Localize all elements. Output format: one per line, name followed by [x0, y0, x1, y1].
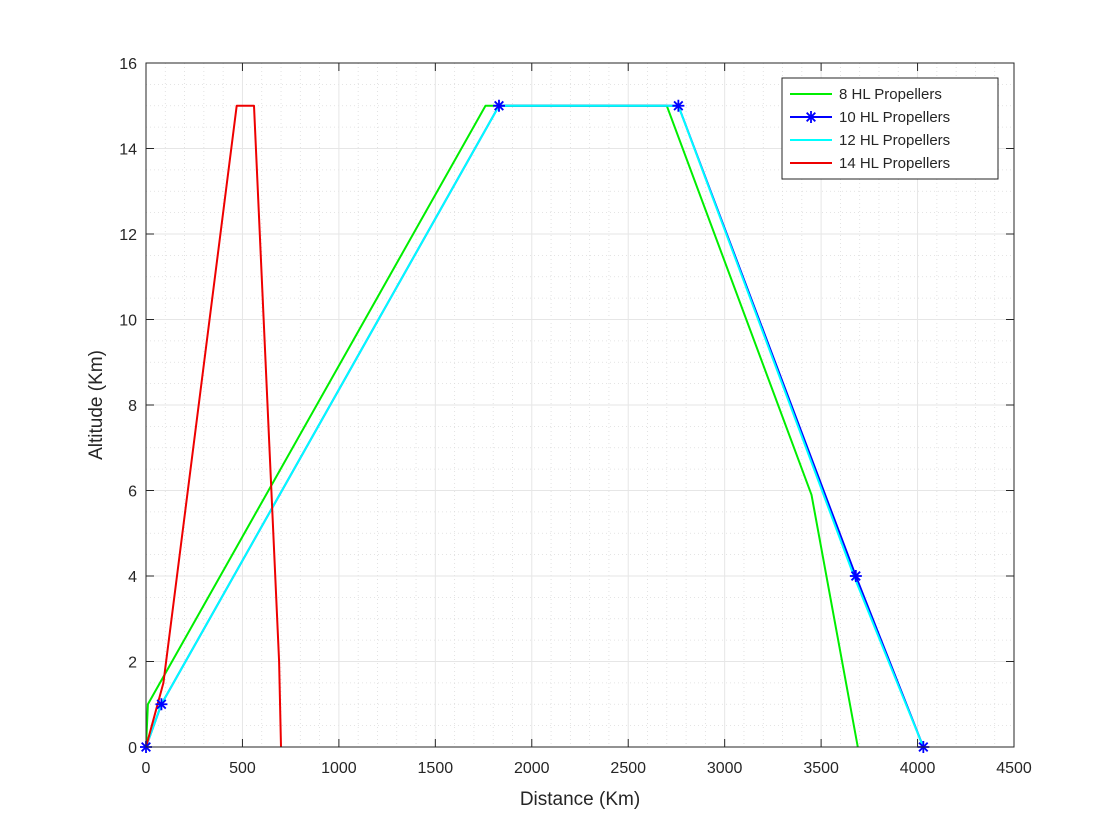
- x-tick-label: 1500: [418, 760, 454, 777]
- legend-item-12-hl: 12 HL Propellers: [790, 132, 950, 149]
- legend-item-8-hl: 8 HL Propellers: [790, 86, 942, 103]
- legend-item-14-hl: 14 HL Propellers: [790, 155, 950, 172]
- legend-label: 12 HL Propellers: [839, 132, 950, 149]
- series-layer: [140, 99, 930, 753]
- asterisk-marker: [492, 99, 505, 112]
- x-tick-label: 3500: [803, 760, 839, 777]
- y-tick-label: 8: [128, 398, 137, 415]
- series-12-hl: [146, 104, 925, 747]
- y-axis-label: Altitude (Km): [86, 350, 107, 460]
- y-tick-label: 2: [128, 655, 137, 672]
- y-tick-label: 12: [119, 227, 137, 244]
- asterisk-marker: [672, 99, 685, 112]
- legend-item-10-hl: 10 HL Propellers: [790, 109, 950, 126]
- series-line-14-hl: [146, 104, 282, 747]
- legend-label: 8 HL Propellers: [839, 86, 942, 103]
- legend-label: 10 HL Propellers: [839, 109, 950, 126]
- x-tick-label: 4000: [900, 760, 936, 777]
- asterisk-marker: [805, 111, 817, 123]
- asterisk-marker: [155, 698, 168, 711]
- x-tick-labels: 0 500 1000 1500 2000 2500 3000 3500 4000 4500: [142, 760, 1032, 777]
- x-tick-label: 2500: [610, 760, 646, 777]
- minor-grid: [146, 63, 1014, 747]
- x-tick-label: 3000: [707, 760, 743, 777]
- axis-ticks: [145, 62, 1015, 748]
- series-line-12-hl: [146, 104, 925, 747]
- x-tick-label: 4500: [996, 760, 1032, 777]
- x-axis-label: Distance (Km): [520, 789, 640, 810]
- legend-label: 14 HL Propellers: [839, 155, 950, 172]
- asterisk-marker: [849, 570, 862, 582]
- y-tick-label: 6: [128, 484, 137, 501]
- y-tick-labels: 0 2 4 6 8 10 12 14 16: [119, 56, 137, 757]
- y-tick-label: 10: [119, 313, 137, 330]
- y-tick-label: 0: [128, 740, 137, 757]
- x-tick-label: 1000: [321, 760, 357, 777]
- legend: 8 HL Propellers 10 HL Propellers 12 HL Pro…: [781, 77, 999, 180]
- y-tick-label: 14: [119, 142, 137, 159]
- series-14-hl: [146, 104, 282, 747]
- y-tick-label: 4: [128, 569, 137, 586]
- y-tick-label: 16: [119, 56, 137, 73]
- x-tick-label: 0: [142, 760, 151, 777]
- x-tick-label: 2000: [514, 760, 550, 777]
- x-tick-label: 500: [229, 760, 256, 777]
